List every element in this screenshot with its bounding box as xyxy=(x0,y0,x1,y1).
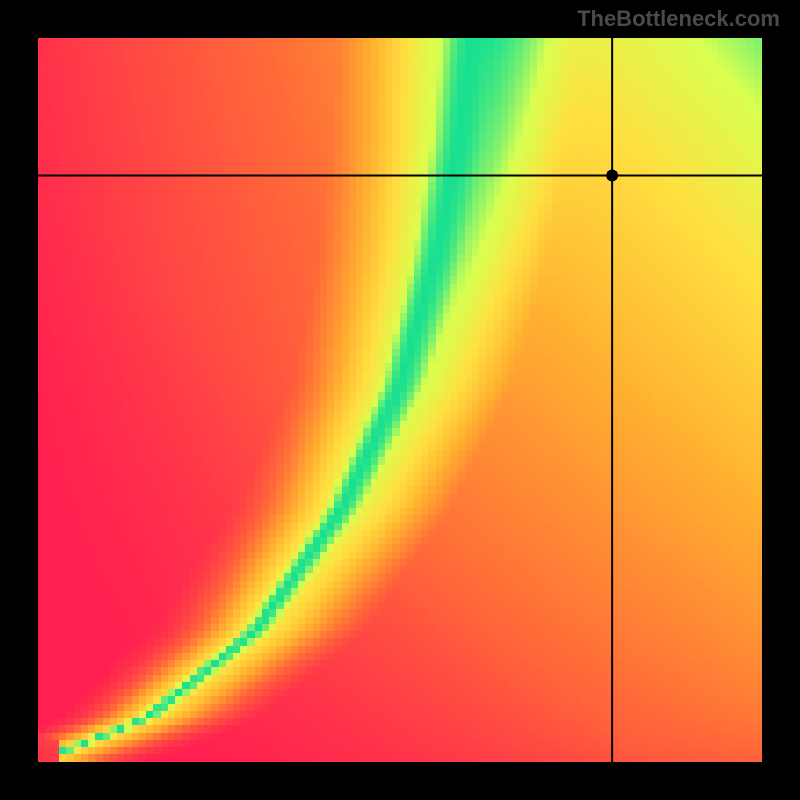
attribution-text: TheBottleneck.com xyxy=(577,6,780,32)
heatmap-canvas xyxy=(38,38,762,762)
chart-container: TheBottleneck.com xyxy=(0,0,800,800)
heatmap-plot xyxy=(38,38,762,762)
